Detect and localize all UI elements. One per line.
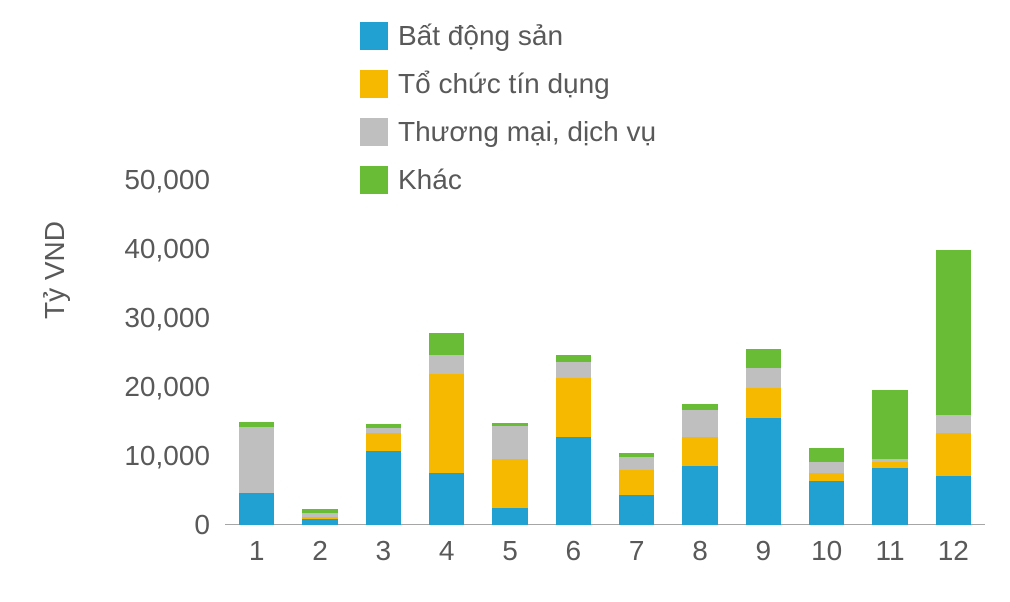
legend-label: Thương mại, dịch vụ	[398, 116, 656, 148]
bar-segment-thuong-mai-dich-vu	[936, 415, 971, 433]
bar-segment-bat-dong-san	[619, 495, 654, 525]
bar-segment-to-chuc-tin-dung	[492, 459, 527, 507]
bar-segment-bat-dong-san	[239, 493, 274, 525]
x-axis-line	[225, 524, 985, 525]
bar-segment-bat-dong-san	[302, 519, 337, 525]
stacked-bar-chart: Tỷ VND Bất động sản Tổ chức tín dụng Thư…	[0, 0, 1010, 602]
bar-segment-thuong-mai-dich-vu	[682, 410, 717, 436]
x-tick-label: 4	[415, 535, 478, 567]
bar-group	[682, 404, 717, 525]
bar-group	[429, 333, 464, 525]
bar-group	[936, 250, 971, 525]
bar-segment-bat-dong-san	[492, 508, 527, 525]
bar-segment-khac	[809, 448, 844, 462]
bar-segment-to-chuc-tin-dung	[429, 374, 464, 473]
bar-group	[556, 355, 591, 525]
bar-segment-to-chuc-tin-dung	[746, 388, 781, 418]
bar-segment-thuong-mai-dich-vu	[556, 362, 591, 379]
bar-group	[872, 390, 907, 525]
x-tick-label: 1	[225, 535, 288, 567]
bar-segment-thuong-mai-dich-vu	[619, 457, 654, 470]
bar-segment-bat-dong-san	[746, 418, 781, 525]
bar-segment-khac	[872, 390, 907, 460]
bar-segment-bat-dong-san	[936, 476, 971, 525]
bar-segment-bat-dong-san	[429, 473, 464, 525]
x-tick-label: 2	[288, 535, 351, 567]
bar-segment-to-chuc-tin-dung	[556, 378, 591, 437]
bar-segment-khac	[936, 250, 971, 416]
x-tick-label: 9	[732, 535, 795, 567]
bar-group	[746, 349, 781, 525]
bar-group	[809, 448, 844, 525]
bar-segment-khac	[429, 333, 464, 356]
y-tick-label: 40,000	[124, 233, 210, 265]
x-tick-label: 7	[605, 535, 668, 567]
bar-group	[239, 422, 274, 525]
y-tick-label: 10,000	[124, 440, 210, 472]
legend-item: Bất động sản	[360, 12, 656, 60]
bar-segment-bat-dong-san	[366, 451, 401, 525]
legend-swatch-icon	[360, 118, 388, 146]
y-tick-label: 30,000	[124, 302, 210, 334]
bar-segment-bat-dong-san	[809, 481, 844, 525]
bar-group	[302, 509, 337, 525]
x-tick-label: 12	[922, 535, 985, 567]
y-axis-label: Tỷ VND	[39, 221, 71, 319]
legend-item: Tổ chức tín dụng	[360, 60, 656, 108]
chart-legend: Bất động sản Tổ chức tín dụng Thương mại…	[360, 12, 656, 204]
x-tick-label: 11	[858, 535, 921, 567]
x-tick-label: 6	[542, 535, 605, 567]
bar-segment-to-chuc-tin-dung	[366, 433, 401, 452]
bar-segment-to-chuc-tin-dung	[809, 473, 844, 481]
bar-segment-bat-dong-san	[556, 437, 591, 525]
bar-segment-thuong-mai-dich-vu	[492, 426, 527, 460]
bar-segment-thuong-mai-dich-vu	[809, 462, 844, 474]
bar-segment-khac	[556, 355, 591, 362]
y-tick-label: 0	[194, 509, 210, 541]
bar-group	[619, 453, 654, 525]
bar-segment-bat-dong-san	[872, 468, 907, 525]
legend-label: Bất động sản	[398, 20, 563, 52]
bar-segment-to-chuc-tin-dung	[682, 437, 717, 466]
y-tick-label: 50,000	[124, 164, 210, 196]
bar-segment-thuong-mai-dich-vu	[429, 355, 464, 374]
bar-group	[366, 424, 401, 525]
x-tick-label: 5	[478, 535, 541, 567]
bar-segment-thuong-mai-dich-vu	[746, 368, 781, 387]
bar-group	[492, 423, 527, 525]
legend-swatch-icon	[360, 70, 388, 98]
y-tick-label: 20,000	[124, 371, 210, 403]
x-tick-label: 8	[668, 535, 731, 567]
legend-item: Thương mại, dịch vụ	[360, 108, 656, 156]
bar-segment-bat-dong-san	[682, 466, 717, 525]
plot-area: 010,00020,00030,00040,00050,000123456789…	[225, 180, 985, 525]
bar-segment-to-chuc-tin-dung	[936, 433, 971, 476]
bar-segment-khac	[746, 349, 781, 368]
bar-segment-to-chuc-tin-dung	[619, 470, 654, 495]
legend-swatch-icon	[360, 22, 388, 50]
x-tick-label: 10	[795, 535, 858, 567]
bar-segment-thuong-mai-dich-vu	[239, 427, 274, 493]
x-tick-label: 3	[352, 535, 415, 567]
legend-label: Tổ chức tín dụng	[398, 68, 610, 100]
